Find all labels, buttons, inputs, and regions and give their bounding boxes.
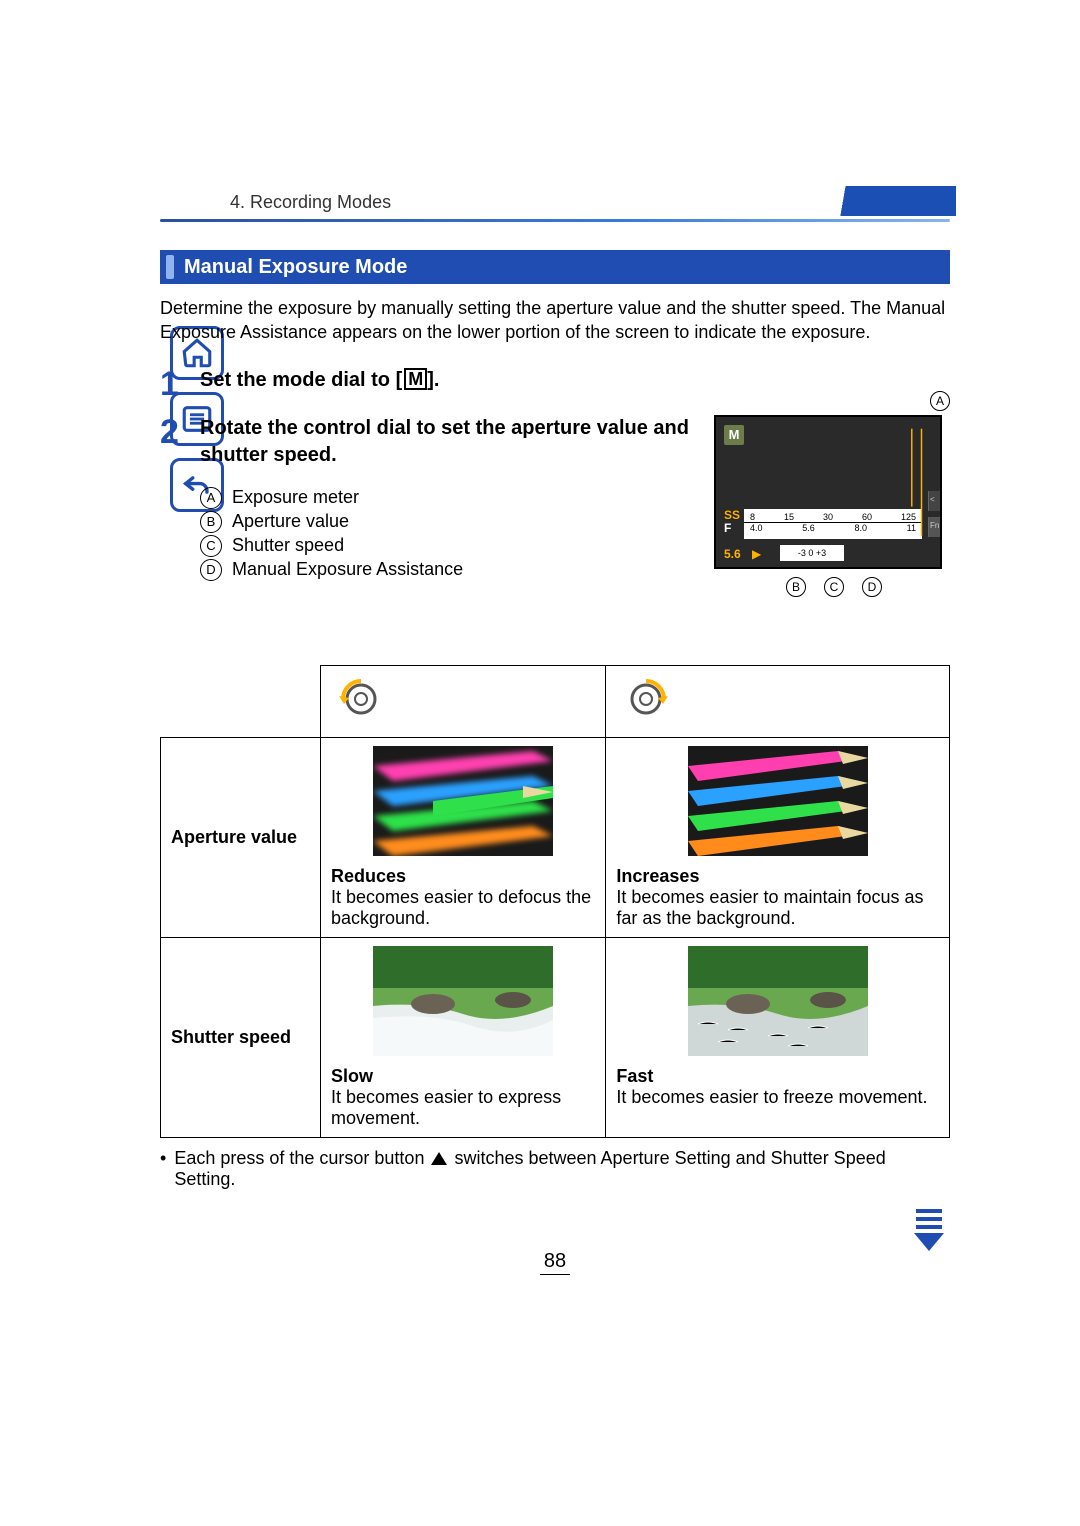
continue-arrow-icon [908,1205,950,1255]
lcd-right-tab-2: Fn [928,517,940,537]
comparison-table: Aperture value ReducesIt becomes easier … [160,665,950,1138]
dial-cw-icon [616,674,676,724]
lcd-right-tab-1: < [928,491,940,511]
lcd-f-scale: 4.0 5.6 8.0 11 [744,523,922,537]
legend-marker-b: B [200,511,222,533]
manual-page: { "chapter": "4. Recording Modes", "sect… [0,0,1080,1526]
f-tick: 4.0 [750,523,763,533]
lcd-ssf-labels: SS F [724,509,740,535]
mode-m-icon: M [404,368,427,390]
row-header-aperture: Aperture value [161,737,321,937]
page-number-value: 88 [540,1250,570,1275]
intro-paragraph: Determine the exposure by manually setti… [160,296,950,345]
legend-a: Exposure meter [232,487,359,508]
steps: 1 Set the mode dial to [M]. 2 Rotate the… [160,367,950,625]
header-wedge [796,186,956,216]
dial-cw-cell [606,665,950,737]
callout-c: C [824,577,844,597]
shutter-fast-cell: FastIt becomes easier to freeze movement… [606,937,950,1137]
dial-ccw-icon [331,674,391,724]
callouts-bcd: B C D [714,577,954,597]
stream-fast-image [688,946,868,1056]
legend-marker-d: D [200,559,222,581]
lcd-assist: 5.6 ▶ -3 0 +3 [752,547,852,561]
callout-d: D [862,577,882,597]
callout-a: A [930,391,950,411]
footnote-pre: Each press of the cursor button [174,1148,429,1168]
step-1-title: Set the mode dial to [M]. [200,367,950,394]
lcd-fvalue: 5.6 [724,547,741,561]
footnote: • Each press of the cursor button switch… [160,1148,950,1190]
aperture-reduces-cell: ReducesIt becomes easier to defocus the … [321,737,606,937]
header-rule [160,219,950,222]
cap-text: It becomes easier to freeze movement. [616,1087,927,1107]
aperture-increases-cell: IncreasesIt becomes easier to maintain f… [606,737,950,937]
ss-tick: 30 [823,512,833,522]
stream-slow-image [373,946,553,1056]
ss-tick: 125 [901,512,916,522]
section-title: Manual Exposure Mode [184,256,407,279]
pencils-blurred-image [373,746,553,856]
aperture-reduces-caption: ReducesIt becomes easier to defocus the … [331,866,595,929]
ss-tick: 60 [862,512,872,522]
lcd-screen: M < Fn SS F 8 15 30 60 125 [714,415,942,569]
aperture-increases-caption: IncreasesIt becomes easier to maintain f… [616,866,939,929]
step-2: 2 Rotate the control dial to set the ape… [160,415,950,625]
footnote-text: Each press of the cursor button switches… [174,1148,950,1190]
cap-bold: Fast [616,1066,653,1086]
callout-b: B [786,577,806,597]
assist-icon: ▶ [752,547,761,561]
shutter-slow-caption: SlowIt becomes easier to express movemen… [331,1066,595,1129]
legend-d: Manual Exposure Assistance [232,559,463,580]
legend-marker-c: C [200,535,222,557]
legend-c: Shutter speed [232,535,344,556]
cap-text: It becomes easier to express movement. [331,1087,561,1128]
cap-bold: Increases [616,866,699,886]
shutter-slow-cell: SlowIt becomes easier to express movemen… [321,937,606,1137]
lcd-exposure-meter: 8 15 30 60 125 4.0 5.6 8.0 11 [744,509,922,539]
lcd-ss-scale: 8 15 30 60 125 [744,509,922,523]
f-tick: 8.0 [854,523,867,533]
continue-arrow[interactable] [908,1205,950,1260]
section-heading: Manual Exposure Mode [160,250,950,284]
ss-tick: 8 [750,512,755,522]
ss-tick: 15 [784,512,794,522]
lcd-f-label: F [724,522,740,535]
cap-text: It becomes easier to maintain focus as f… [616,887,923,928]
row-header-shutter: Shutter speed [161,937,321,1137]
step-1-pre: Set the mode dial to [ [200,369,402,391]
cap-text: It becomes easier to defocus the backgro… [331,887,591,928]
cap-bold: Slow [331,1066,373,1086]
page-number: 88 [160,1250,950,1273]
lcd-figure: A M < Fn SS F 8 15 30 60 [714,415,954,597]
content-area: 4. Recording Modes Manual Exposure Mode … [160,190,950,1273]
step-1: 1 Set the mode dial to [M]. [160,367,950,401]
lcd-ss-label: SS [724,509,740,522]
legend: A Exposure meter B Aperture value C Shutter… [200,487,700,581]
step-2-title: Rotate the control dial to set the apert… [200,415,700,469]
lcd-mode-badge: M [724,425,744,445]
legend-b: Aperture value [232,511,349,532]
step-number: 2 [160,415,200,625]
blank-cell [161,665,321,737]
step-number: 1 [160,367,200,401]
pencils-sharp-image [688,746,868,856]
cursor-up-icon [431,1152,447,1165]
lcd-ev-scale: -3 0 +3 [780,545,844,561]
lcd-tab2-label: Fn [930,521,941,530]
legend-marker-a: A [200,487,222,509]
cap-bold: Reduces [331,866,406,886]
step-1-post: ]. [427,369,439,391]
dial-ccw-cell [321,665,606,737]
f-tick: 11 [907,523,916,533]
f-tick: 5.6 [802,523,815,533]
section-accent [166,255,174,279]
lcd-tab1-label: < [930,495,941,504]
bullet-icon: • [160,1148,166,1190]
shutter-fast-caption: FastIt becomes easier to freeze movement… [616,1066,939,1108]
